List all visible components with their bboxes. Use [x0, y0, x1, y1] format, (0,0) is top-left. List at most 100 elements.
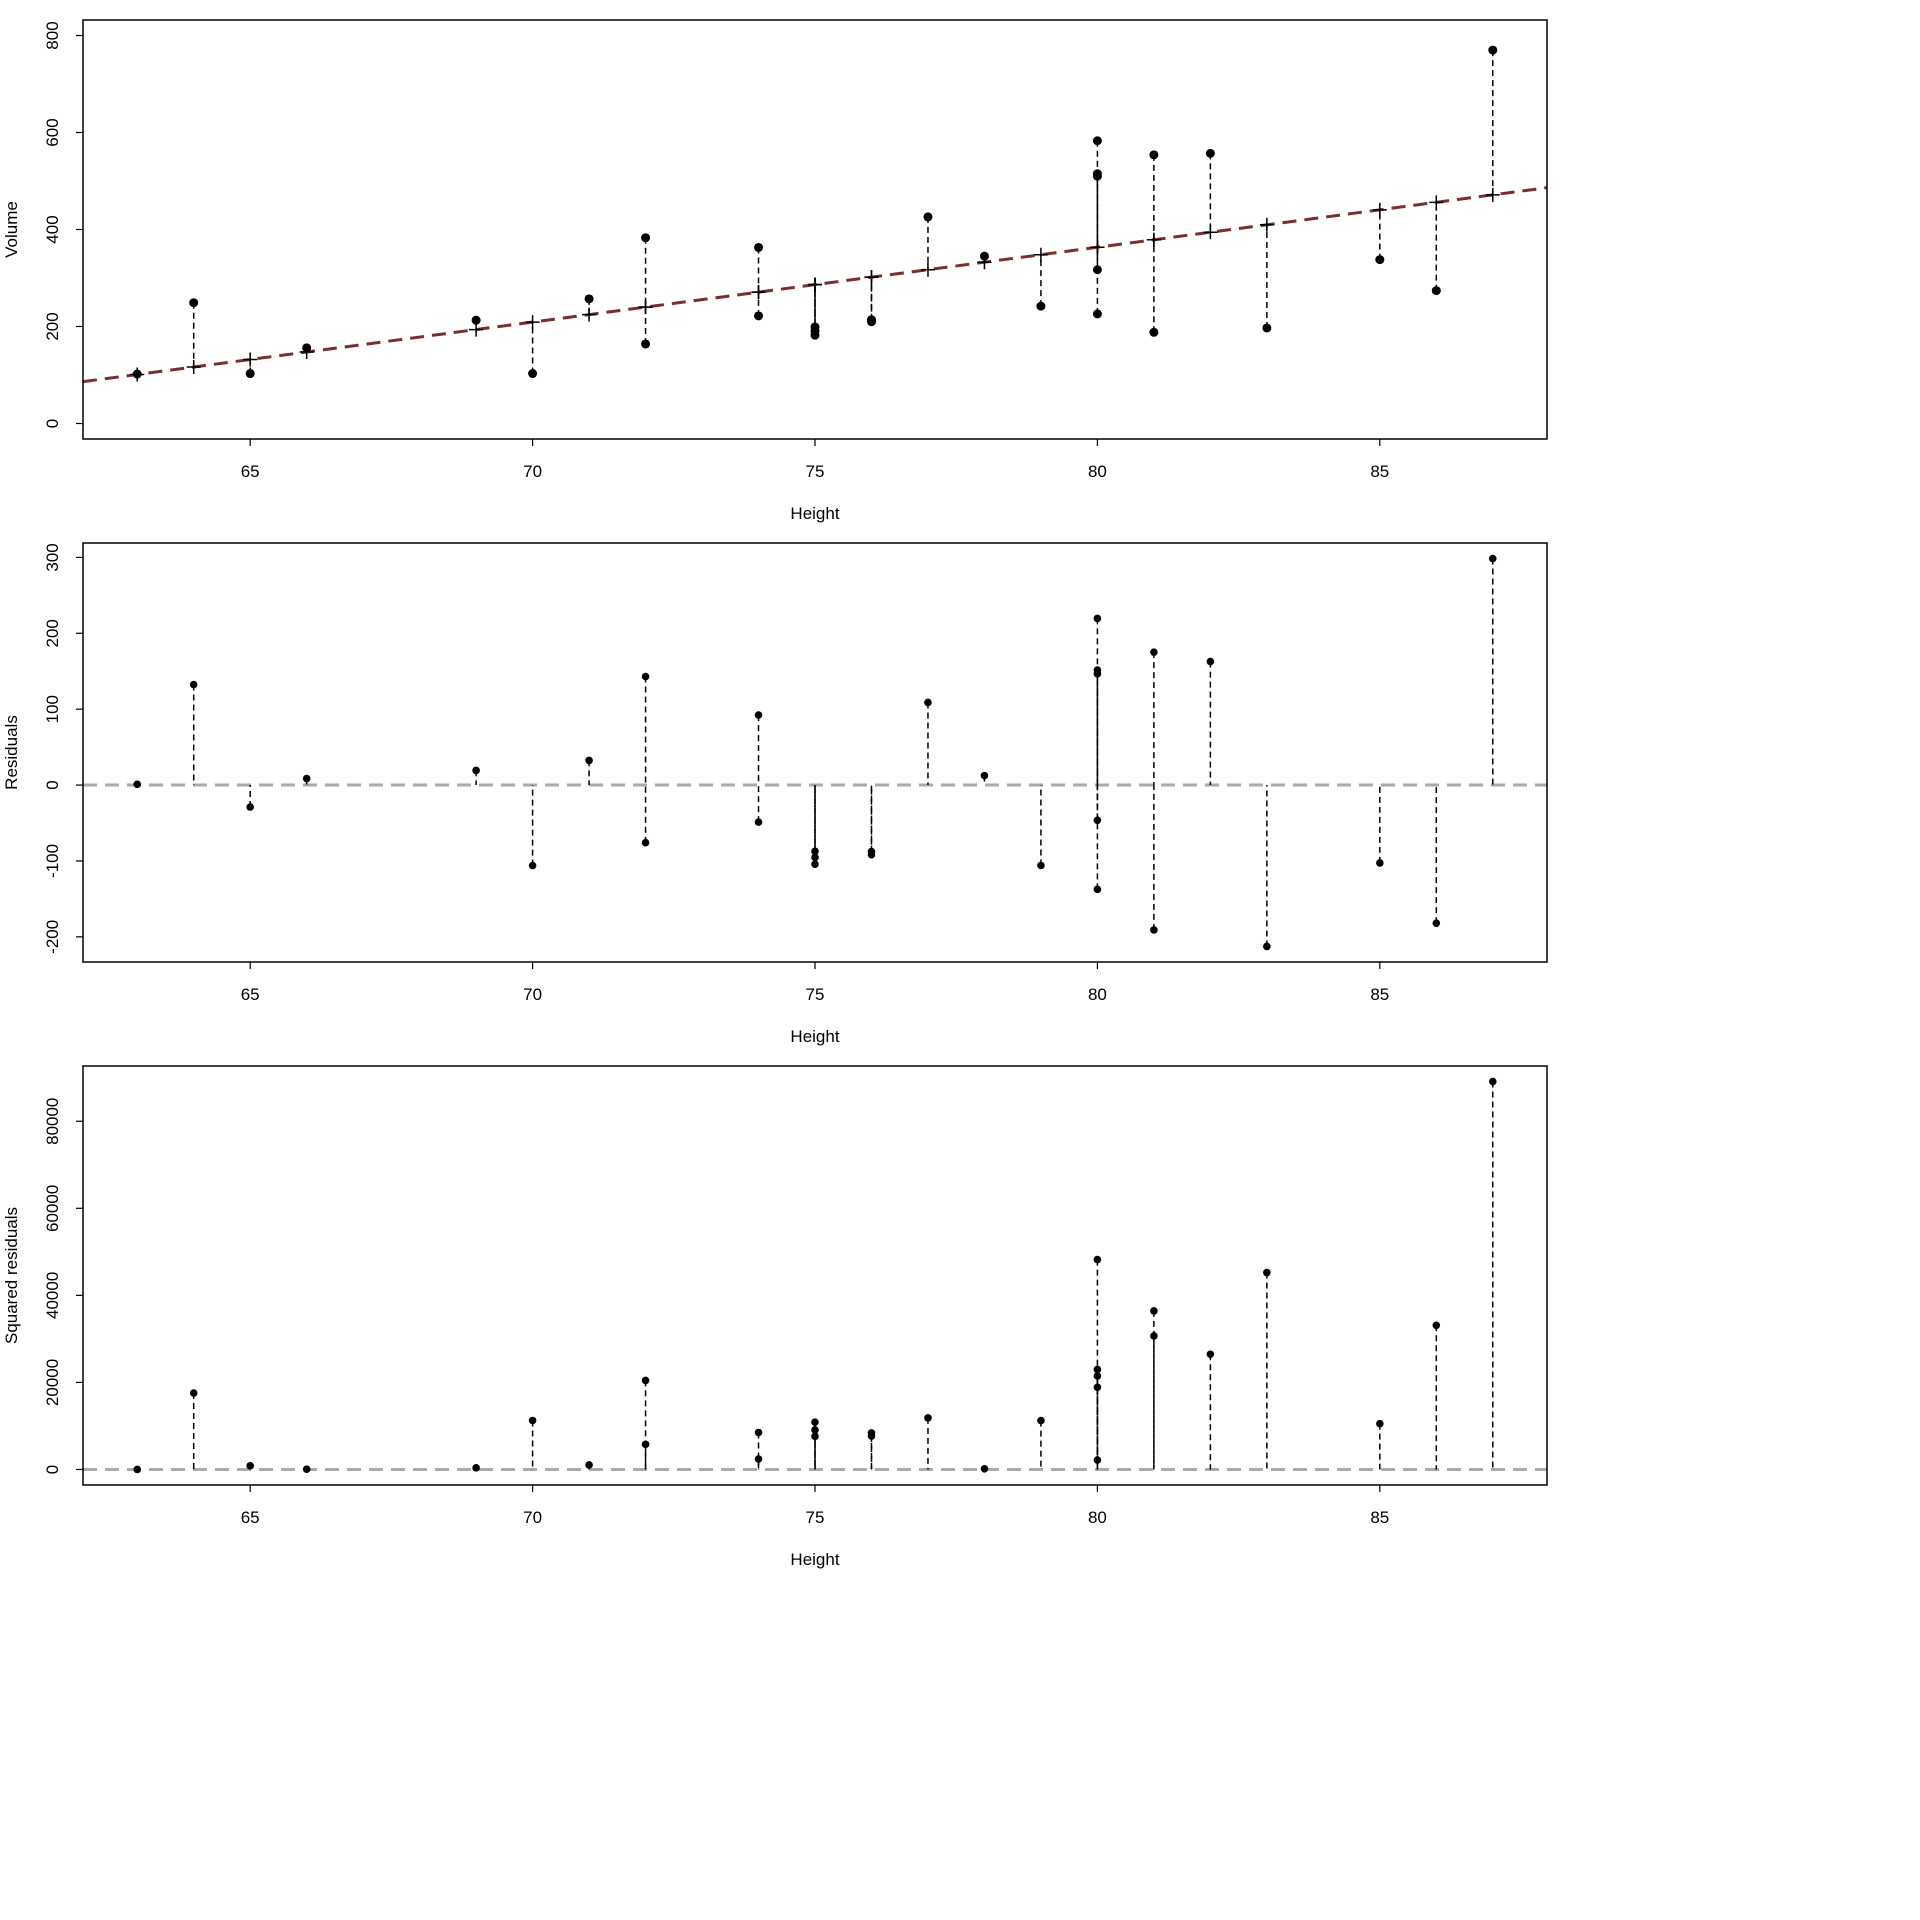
- data-point: [980, 1465, 989, 1473]
- data-point: [1206, 657, 1215, 666]
- fitted-marker: [469, 322, 484, 337]
- data-point: [1206, 1350, 1215, 1359]
- data-point: [1093, 1255, 1102, 1264]
- x-tick-label: 80: [1088, 985, 1107, 1004]
- x-tick-label: 75: [806, 462, 825, 481]
- fitted-marker: [1090, 240, 1105, 255]
- data-point: [302, 1465, 311, 1473]
- y-tick-label: 400: [43, 215, 62, 243]
- data-point: [246, 1462, 254, 1470]
- data-point: [754, 711, 763, 719]
- data-point: [1432, 1321, 1441, 1330]
- data-point: [923, 212, 933, 222]
- data-point: [924, 698, 932, 707]
- data-point: [1375, 255, 1385, 265]
- data-point: [189, 680, 198, 689]
- fitted-marker: [243, 352, 258, 367]
- data-point: [754, 242, 764, 252]
- data-point: [1488, 45, 1498, 55]
- y-tick-label: 200: [43, 619, 62, 647]
- data-point: [1037, 1416, 1045, 1425]
- data-point: [585, 1461, 593, 1469]
- plot-area: [83, 554, 1547, 951]
- y-tick-label: 40000: [43, 1272, 62, 1319]
- data-point: [641, 838, 650, 847]
- y-tick-label: -200: [43, 920, 62, 954]
- y-tick-label: 60000: [43, 1185, 62, 1232]
- data-point: [980, 771, 989, 780]
- data-point: [1150, 926, 1158, 934]
- fitted-marker: [1203, 225, 1218, 240]
- fitted-marker: [582, 307, 597, 322]
- data-point: [528, 369, 538, 379]
- y-tick-label: 0: [43, 1465, 62, 1474]
- data-point: [1150, 1332, 1158, 1340]
- data-point: [1037, 861, 1045, 870]
- y-axis-label: Residuals: [2, 715, 21, 790]
- data-point: [811, 1418, 819, 1426]
- data-point: [1488, 1077, 1497, 1086]
- data-point: [246, 803, 254, 811]
- data-point: [641, 1376, 650, 1385]
- x-tick-label: 70: [523, 985, 542, 1004]
- data-point: [189, 298, 199, 308]
- x-tick-label: 85: [1370, 462, 1389, 481]
- fitted-marker: [920, 262, 935, 277]
- data-point: [1036, 301, 1046, 311]
- data-point: [1092, 309, 1102, 319]
- data-point: [754, 311, 764, 321]
- plot-frame: [82, 542, 1548, 963]
- data-point: [1263, 1268, 1271, 1277]
- fitted-marker: [1485, 187, 1500, 202]
- data-point: [811, 1432, 819, 1441]
- x-tick-label: 75: [806, 1508, 825, 1527]
- panel-2: 65 70 75 80 85 -200 -100 0 100 200 300 Height Residu…: [2, 542, 1548, 1046]
- data-point: [1263, 942, 1271, 951]
- fitted-marker: [1146, 232, 1161, 247]
- x-tick-label: 70: [523, 462, 542, 481]
- x-tick-label: 85: [1370, 1508, 1389, 1527]
- data-point: [1376, 859, 1384, 867]
- data-point: [811, 1426, 819, 1434]
- data-point: [1149, 327, 1159, 337]
- fitted-marker: [808, 277, 822, 292]
- panel-3: 65 70 75 80 85 0 20000 40000 60000 80000 Height Squ…: [2, 1065, 1548, 1569]
- data-point: [133, 780, 142, 789]
- data-point: [584, 294, 594, 304]
- fitted-marker: [638, 300, 653, 315]
- panel-1: 65 70 75 80 85 0 200 400 600 800 Height Volume: [2, 19, 1548, 523]
- data-point: [471, 315, 481, 325]
- data-point: [1093, 1365, 1102, 1374]
- data-point: [641, 339, 651, 349]
- fitted-marker: [1033, 247, 1048, 262]
- plot-frame: [82, 19, 1548, 440]
- data-point: [1149, 150, 1159, 160]
- data-point: [133, 1465, 142, 1474]
- data-point: [1150, 648, 1158, 656]
- y-tick-label: 100: [43, 695, 62, 723]
- y-tick-label: 0: [43, 419, 62, 428]
- data-point: [472, 1464, 480, 1472]
- x-tick-label: 80: [1088, 462, 1107, 481]
- fitted-marker: [186, 359, 201, 374]
- data-point: [1488, 554, 1497, 563]
- plot-area: [83, 45, 1547, 384]
- data-point: [811, 853, 819, 862]
- data-point: [867, 1432, 876, 1440]
- y-tick-label: 600: [43, 118, 62, 146]
- x-axis-label: Height: [790, 1027, 839, 1046]
- data-point: [1150, 1307, 1158, 1315]
- y-tick-label: -100: [43, 844, 62, 878]
- y-axis-label: Volume: [2, 201, 21, 258]
- data-point: [811, 860, 819, 868]
- data-point: [189, 1389, 198, 1397]
- data-point: [641, 672, 650, 681]
- x-tick-label: 65: [241, 985, 260, 1004]
- y-tick-label: 300: [43, 543, 62, 571]
- data-point: [302, 343, 312, 353]
- data-point: [754, 1455, 763, 1463]
- data-point: [132, 369, 142, 379]
- x-tick-label: 65: [241, 1508, 260, 1527]
- data-point: [979, 251, 989, 261]
- x-tick-label: 80: [1088, 1508, 1107, 1527]
